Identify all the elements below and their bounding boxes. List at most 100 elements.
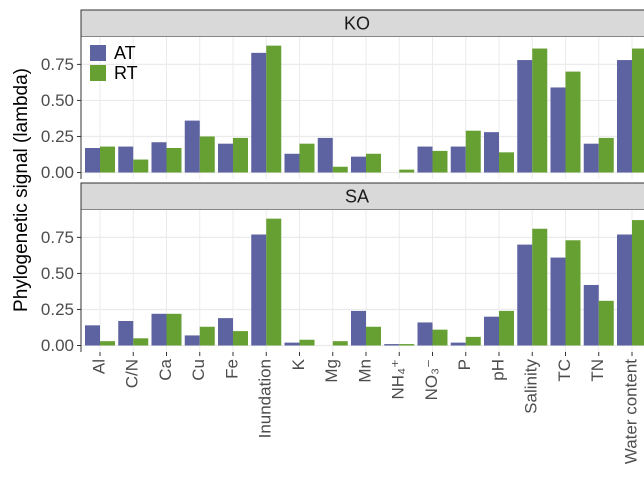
y-tick-label: 0.50 [41,91,74,110]
x-tick-label: Ca [156,358,175,380]
x-tick-label: Mn [355,359,374,383]
bar [565,71,581,173]
bar [351,156,366,173]
bar [332,341,348,346]
bar [550,257,566,346]
x-tick-label: K [289,358,308,370]
bar [532,228,548,346]
bar [583,284,599,346]
bar [199,326,215,346]
bar [384,344,400,346]
y-tick-label: 0.75 [41,55,74,74]
bar [85,325,100,346]
x-tick-label: C/N [123,359,142,388]
x-tick-label: Fe [222,359,241,379]
bar [632,48,644,173]
x-tick-label: P [455,359,474,370]
bar [617,60,632,173]
bar [332,166,348,173]
bar [517,60,533,173]
bar [432,329,448,346]
legend-label: AT [114,43,136,63]
bar [617,234,632,346]
bar [598,137,614,173]
bar [166,313,182,346]
strip-label: KO [344,13,370,33]
y-tick-label: 0.25 [41,300,74,319]
bar [233,331,248,346]
bar [484,132,499,173]
bar [251,234,267,346]
bar [450,146,466,173]
x-tick-label: TN [588,359,607,382]
bar [266,218,282,346]
bar [100,146,115,173]
bar [465,130,481,173]
bar [251,52,267,173]
bar [166,148,182,173]
bar [499,152,514,173]
bar [233,137,248,173]
x-tick-label: NH₄⁺ [389,359,408,399]
bar [351,310,366,346]
y-tick-label: 0.50 [41,264,74,283]
strip [80,9,644,38]
legend-key [90,65,106,81]
x-tick-label: Salinity [522,359,541,414]
bar [266,45,282,173]
bar [366,326,381,346]
x-tick-label: Al [89,359,108,374]
bar [484,316,499,346]
bar [118,321,134,346]
bar [218,318,233,346]
bar [432,150,448,173]
bar [417,322,433,346]
x-tick-label: NO₃⁻ [422,359,441,400]
bar [100,341,115,346]
bar [284,342,300,346]
y-tick-label: 0.00 [41,336,74,355]
strip [80,182,644,211]
strip-label: SA [345,186,369,206]
bar [632,220,644,346]
bar [317,137,333,173]
bar [85,148,100,173]
bar [184,120,200,173]
bar [184,335,200,346]
bar [532,48,548,173]
bar [399,169,415,173]
bar [299,339,315,346]
bar [199,136,215,173]
bar [583,143,599,173]
y-tick-label: 0.00 [41,163,74,182]
y-tick-label: 0.25 [41,127,74,146]
legend-key [90,45,106,61]
x-tick-label: pH [488,359,507,381]
bar [499,310,514,346]
bar [550,87,566,173]
x-tick-label: TC [555,359,574,382]
y-tick-label: 0.75 [41,228,74,247]
bar [284,153,300,173]
bar [598,300,614,346]
bar [151,142,167,173]
bar [118,146,134,173]
bar [450,342,466,346]
x-tick-label: Cu [189,359,208,381]
bar [565,240,581,346]
bar [218,143,233,173]
y-axis-label: Phylogenetic signal (lambda) [11,68,32,312]
bar [366,153,381,173]
bar [299,143,315,173]
x-tick-label: Mg [322,359,341,383]
bar [517,244,533,346]
bar [417,146,433,173]
legend-label: RT [114,63,138,83]
x-tick-label: Water content [621,359,640,464]
bar [465,336,481,346]
x-tick-label: Inundation [256,359,275,438]
bar [151,313,167,346]
bar [133,159,149,173]
bar [133,338,149,346]
